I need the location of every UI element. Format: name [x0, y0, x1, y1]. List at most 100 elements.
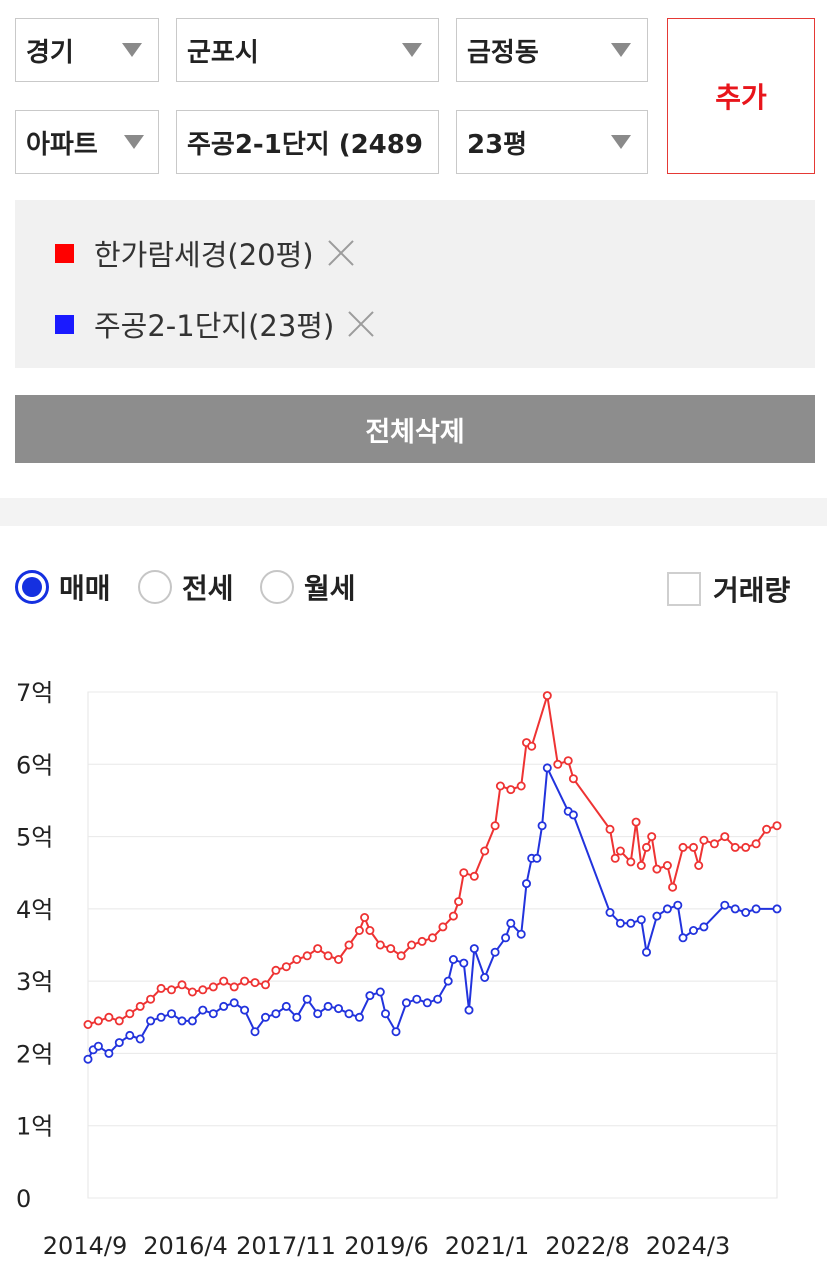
data-point — [391, 1027, 401, 1037]
data-point — [532, 853, 542, 863]
chevron-down-icon — [611, 43, 631, 57]
data-point — [647, 832, 657, 842]
data-point — [229, 982, 239, 992]
data-point — [469, 871, 479, 881]
remove-icon[interactable] — [346, 309, 376, 339]
plot-area — [87, 691, 778, 1199]
data-point — [527, 741, 537, 751]
chevron-down-icon — [402, 43, 422, 57]
district-select-value: 금정동 — [467, 37, 539, 68]
data-point — [375, 940, 385, 950]
data-point — [271, 965, 281, 975]
data-point — [516, 781, 526, 791]
data-point — [219, 976, 229, 986]
complex-select[interactable]: 주공2-1단지 (2489 — [176, 110, 439, 174]
data-point — [605, 907, 615, 917]
compare-item-1: 한가람세경(20평) — [55, 232, 356, 274]
remove-icon[interactable] — [326, 238, 356, 268]
city-select-value: 군포시 — [187, 37, 259, 68]
data-point — [720, 832, 730, 842]
data-point — [459, 868, 469, 878]
data-point — [615, 846, 625, 856]
data-point — [751, 904, 761, 914]
volume-checkbox-label: 거래량 — [713, 574, 791, 607]
y-tick-label: 3억 — [16, 968, 53, 996]
data-point — [464, 1005, 474, 1015]
data-point — [229, 998, 239, 1008]
data-point — [125, 1009, 135, 1019]
data-point — [114, 1038, 124, 1048]
add-button[interactable]: 추가 — [667, 18, 815, 174]
data-point — [568, 774, 578, 784]
data-point — [240, 976, 250, 986]
radio-monthly[interactable]: 월세 — [260, 567, 356, 607]
data-point — [741, 907, 751, 917]
data-point — [631, 817, 641, 827]
data-point — [271, 1009, 281, 1019]
data-point — [401, 998, 411, 1008]
x-tick-label: 2016/4 — [143, 1232, 227, 1260]
data-point — [365, 925, 375, 935]
data-point — [417, 936, 427, 946]
data-point — [694, 860, 704, 870]
radio-monthly-label: 월세 — [304, 572, 356, 605]
data-point — [83, 1054, 93, 1064]
data-point — [689, 925, 699, 935]
radio-sale-label: 매매 — [59, 572, 111, 605]
data-point — [537, 821, 547, 831]
data-point — [610, 853, 620, 863]
data-point — [553, 759, 563, 769]
data-point — [495, 781, 505, 791]
province-select[interactable]: 경기 — [15, 18, 159, 82]
city-select[interactable]: 군포시 — [176, 18, 439, 82]
delete-all-button[interactable]: 전체삭제 — [15, 395, 815, 463]
compare-list: 한가람세경(20평) 주공2-1단지(23평) — [15, 200, 815, 368]
radio-selected-icon — [15, 570, 49, 604]
data-point — [323, 951, 333, 961]
district-select[interactable]: 금정동 — [456, 18, 648, 82]
volume-checkbox[interactable]: 거래량 — [667, 569, 790, 609]
data-point — [177, 1016, 187, 1026]
y-tick-label: 1억 — [16, 1113, 53, 1141]
data-point — [333, 954, 343, 964]
data-point — [642, 947, 652, 957]
data-point — [673, 900, 683, 910]
data-point — [501, 933, 511, 943]
x-tick-label: 2019/6 — [344, 1232, 428, 1260]
x-tick-label: 2014/9 — [43, 1232, 127, 1260]
property-type-select[interactable]: 아파트 — [15, 110, 159, 174]
data-point — [166, 1009, 176, 1019]
data-point — [490, 947, 500, 957]
radio-jeonse[interactable]: 전세 — [138, 567, 234, 607]
data-point — [260, 980, 270, 990]
data-point — [689, 842, 699, 852]
data-point — [93, 1016, 103, 1026]
data-point — [709, 839, 719, 849]
compare-item-label: 한가람세경(20평) — [94, 238, 314, 272]
size-select[interactable]: 23평 — [456, 110, 648, 174]
data-point — [506, 785, 516, 795]
data-point — [407, 940, 417, 950]
data-point — [443, 976, 453, 986]
y-tick-label: 5억 — [16, 824, 53, 852]
data-point — [678, 933, 688, 943]
data-point — [427, 933, 437, 943]
data-point — [125, 1030, 135, 1040]
radio-sale[interactable]: 매매 — [15, 567, 111, 607]
data-point — [480, 846, 490, 856]
data-point — [662, 904, 672, 914]
data-point — [438, 922, 448, 932]
data-point — [104, 1012, 114, 1022]
data-point — [542, 691, 552, 701]
property-type-select-value: 아파트 — [26, 129, 98, 160]
data-point — [516, 929, 526, 939]
data-point — [375, 987, 385, 997]
data-point — [354, 1012, 364, 1022]
data-point — [208, 982, 218, 992]
y-tick-label: 0 — [16, 1185, 31, 1213]
data-point — [83, 1019, 93, 1029]
data-point — [302, 951, 312, 961]
data-point — [490, 821, 500, 831]
data-point — [365, 991, 375, 1001]
data-point — [292, 1012, 302, 1022]
